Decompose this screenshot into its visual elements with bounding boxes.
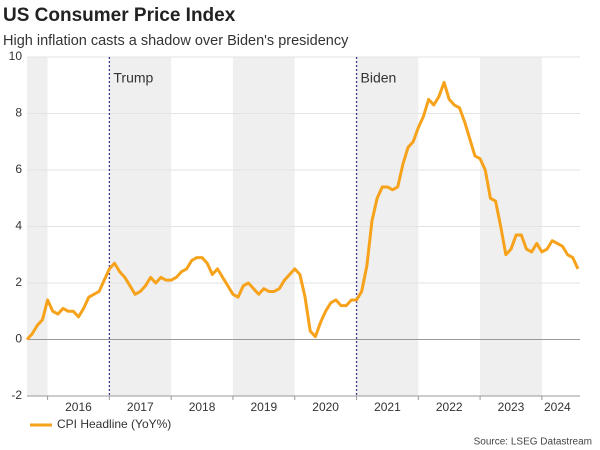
y-tick-label: 6 bbox=[15, 162, 22, 176]
x-tick-label: 2017 bbox=[127, 400, 154, 414]
chart-subtitle: High inflation casts a shadow over Biden… bbox=[3, 33, 349, 49]
x-tick-label: 2023 bbox=[498, 400, 525, 414]
x-tick-label: 2018 bbox=[189, 400, 216, 414]
y-tick-label: 2 bbox=[15, 275, 22, 289]
y-tick-label: 0 bbox=[15, 332, 22, 346]
x-tick-label: 2024 bbox=[544, 400, 571, 414]
y-tick-label: -2 bbox=[11, 388, 22, 402]
x-tick-label: 2022 bbox=[436, 400, 463, 414]
x-tick-label: 2016 bbox=[65, 400, 92, 414]
y-tick-label: 8 bbox=[15, 106, 22, 120]
x-tick-label: 2019 bbox=[251, 400, 278, 414]
x-tick-label: 2020 bbox=[312, 400, 339, 414]
source: Source: LSEG Datastream bbox=[474, 437, 592, 448]
y-tick-label: 4 bbox=[15, 219, 22, 233]
annotation-label: Trump bbox=[113, 70, 153, 86]
annotation-label: Biden bbox=[361, 70, 397, 86]
legend-label: CPI Headline (YoY%) bbox=[57, 417, 171, 431]
chart-title: US Consumer Price Index bbox=[3, 5, 236, 26]
series-line bbox=[25, 80, 580, 341]
x-tick-label: 2021 bbox=[374, 400, 401, 414]
y-tick-label: 10 bbox=[9, 49, 23, 63]
